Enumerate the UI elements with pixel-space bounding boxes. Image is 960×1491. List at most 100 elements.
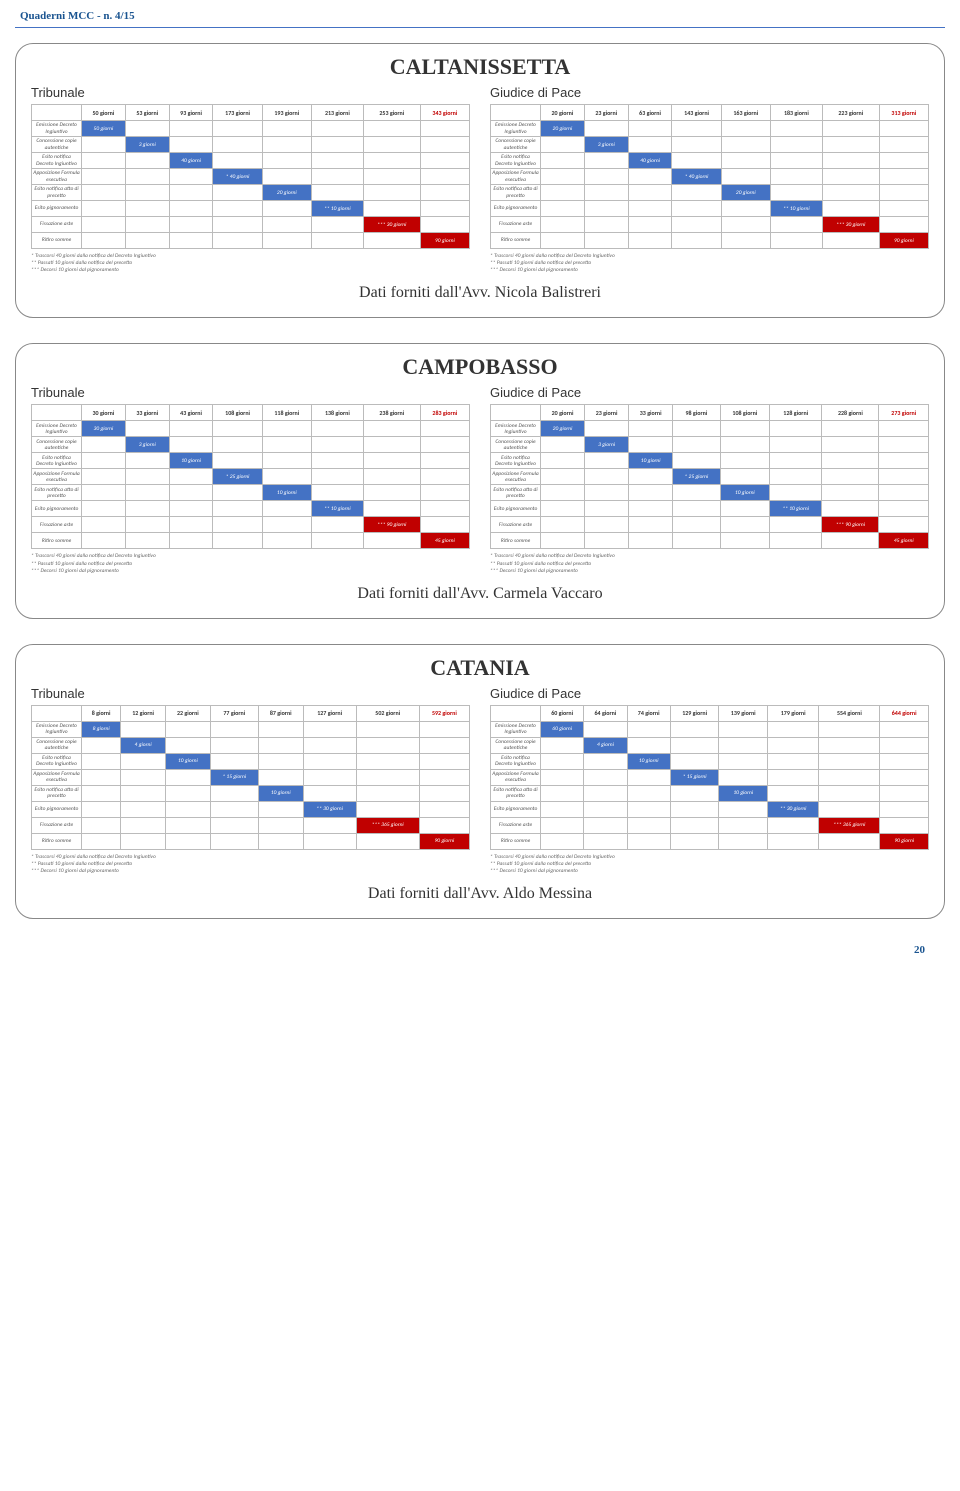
empty-cell <box>82 737 121 753</box>
empty-cell <box>673 533 720 549</box>
empty-cell <box>213 121 262 137</box>
empty-cell <box>420 437 469 453</box>
empty-cell <box>213 233 262 249</box>
empty-cell <box>420 217 469 233</box>
giudice-block: Giudice di Pace20 giorni23 giorni33 gior… <box>490 385 929 574</box>
empty-cell <box>258 817 303 833</box>
empty-cell <box>125 453 169 469</box>
empty-cell <box>719 769 768 785</box>
row-label: Esito notifica Decreto Ingiuntivo <box>32 753 82 769</box>
col-total: 273 giorni <box>879 405 929 421</box>
empty-cell <box>880 753 929 769</box>
empty-cell <box>420 153 469 169</box>
gantt-bar: 10 giorni <box>627 753 670 769</box>
col-header: 183 giorni <box>770 105 822 121</box>
gantt-bar: 20 giorni <box>262 185 311 201</box>
row-label: Esito notifica Decreto Ingiuntivo <box>491 453 541 469</box>
empty-cell <box>262 437 311 453</box>
empty-cell <box>628 201 672 217</box>
empty-cell <box>213 437 262 453</box>
row-label: Concessione copie autentiche <box>491 737 541 753</box>
empty-cell <box>356 753 419 769</box>
empty-cell <box>169 437 213 453</box>
empty-cell <box>262 517 311 533</box>
empty-cell <box>629 533 673 549</box>
empty-cell <box>213 501 262 517</box>
empty-cell <box>770 185 822 201</box>
row-label: Concessione copie autentiche <box>491 137 541 153</box>
col-header: 33 giorni <box>125 405 169 421</box>
empty-cell <box>768 833 819 849</box>
empty-cell <box>311 469 363 485</box>
empty-cell <box>822 437 879 453</box>
col-header: 87 giorni <box>258 705 303 721</box>
empty-cell <box>822 233 879 249</box>
row-label: Ritiro somme <box>491 533 541 549</box>
col-header: 554 giorni <box>819 705 880 721</box>
empty-cell <box>363 153 420 169</box>
provider-text: Dati forniti dall'Avv. Carmela Vaccaro <box>31 585 929 603</box>
gantt-bar: 20 giorni <box>541 121 585 137</box>
empty-cell <box>125 533 169 549</box>
empty-cell <box>879 421 929 437</box>
col-header: 228 giorni <box>822 405 879 421</box>
empty-cell <box>125 469 169 485</box>
empty-cell <box>213 217 262 233</box>
empty-cell <box>82 453 126 469</box>
empty-cell <box>125 233 169 249</box>
col-header: 77 giorni <box>210 705 258 721</box>
gantt-bar: ** 10 giorni <box>311 501 363 517</box>
empty-cell <box>420 169 469 185</box>
empty-cell <box>770 469 822 485</box>
empty-cell <box>420 469 469 485</box>
empty-cell <box>169 169 213 185</box>
empty-cell <box>673 501 720 517</box>
header-left: Quaderni MCC - n. 4/15 <box>20 10 135 22</box>
empty-cell <box>169 517 213 533</box>
empty-cell <box>363 233 420 249</box>
row-label: Ritiro somme <box>32 233 82 249</box>
empty-cell <box>82 469 126 485</box>
col-header: 193 giorni <box>262 105 311 121</box>
gantt-bar: * 25 giorni <box>673 469 720 485</box>
row-label: Ritiro somme <box>491 833 541 849</box>
empty-cell <box>125 421 169 437</box>
empty-cell <box>541 185 585 201</box>
empty-cell <box>541 233 585 249</box>
empty-cell <box>584 785 627 801</box>
row-label: Emissione Decreto Ingiuntivo <box>491 721 541 737</box>
empty-cell <box>670 785 719 801</box>
empty-cell <box>356 801 419 817</box>
empty-cell <box>822 421 879 437</box>
gantt-bar: *** 365 giorni <box>819 817 880 833</box>
footnote: *** Decorsi 10 giorni dal pignoramento <box>31 568 470 575</box>
col-header: 98 giorni <box>673 405 720 421</box>
block-title: Tribunale <box>31 385 470 400</box>
empty-cell <box>311 437 363 453</box>
empty-cell <box>82 485 126 501</box>
gantt-table: 20 giorni23 giorni33 giorni98 giorni108 … <box>490 404 929 549</box>
empty-cell <box>541 485 585 501</box>
empty-cell <box>629 517 673 533</box>
empty-cell <box>672 201 721 217</box>
empty-cell <box>303 753 356 769</box>
empty-cell <box>213 485 262 501</box>
empty-cell <box>585 517 629 533</box>
gantt-bar: 4 giorni <box>584 737 627 753</box>
row-label: Fissazione aste <box>491 517 541 533</box>
empty-cell <box>819 737 880 753</box>
col-header: 223 giorni <box>822 105 879 121</box>
empty-cell <box>770 169 822 185</box>
empty-cell <box>169 121 213 137</box>
empty-cell <box>819 785 880 801</box>
empty-cell <box>770 485 822 501</box>
empty-cell <box>629 469 673 485</box>
empty-cell <box>819 769 880 785</box>
empty-cell <box>262 453 311 469</box>
empty-cell <box>628 137 672 153</box>
empty-cell <box>311 121 363 137</box>
row-label: Fissazione aste <box>32 517 82 533</box>
row-label: Emissione Decreto Ingiuntivo <box>491 421 541 437</box>
col-header: 12 giorni <box>121 705 166 721</box>
empty-cell <box>419 753 469 769</box>
